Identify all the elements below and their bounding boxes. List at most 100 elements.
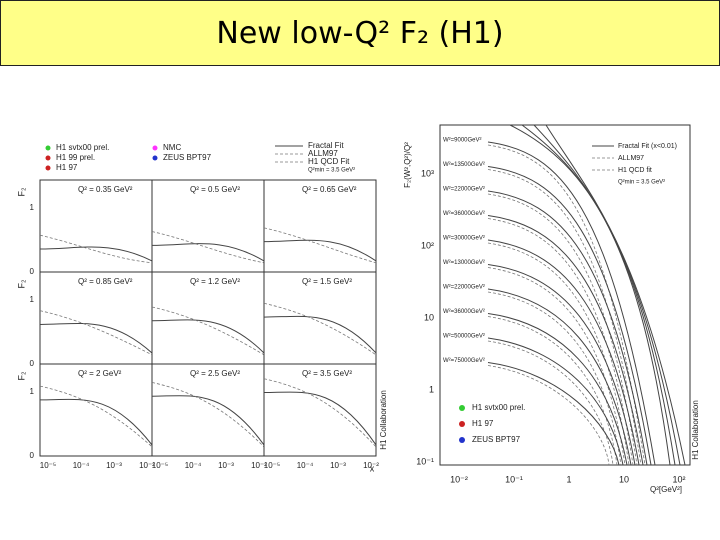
fit-curve (263, 315, 377, 354)
w-label: W²=50000GeV² (443, 334, 485, 340)
x-axis-label: x (370, 463, 375, 473)
y-tick-label: 0 (30, 267, 35, 276)
legend-label: Q²min = 3.5 GeV² (618, 180, 665, 186)
fit-curve (487, 166, 652, 466)
y-tick-label: 10³ (421, 168, 434, 178)
legend-marker (459, 405, 465, 411)
title-bar: New low-Q² F₂ (H1) (0, 0, 720, 66)
fit-curve (151, 382, 265, 448)
fit-curve (487, 288, 632, 466)
subplot-label: Q² = 2.5 GeV² (190, 369, 240, 378)
x-tick-label: 10⁻¹ (505, 474, 523, 484)
fit-curve (39, 310, 153, 356)
fit-curve (487, 144, 646, 466)
fit-curve (487, 242, 630, 466)
fit-curve (39, 322, 153, 354)
y-tick-label: 10⁻¹ (416, 456, 434, 466)
legend-marker (152, 155, 158, 161)
legend-marker (45, 155, 51, 161)
legend-label: ALLM97 (308, 149, 338, 158)
fit-curve (39, 234, 153, 264)
fit-curve (151, 243, 265, 262)
x-tick-label: 10² (672, 474, 685, 484)
x-tick-label: 10⁻³ (106, 461, 122, 470)
subplot-label: Q² = 1.2 GeV² (190, 277, 240, 286)
fit-curve (487, 264, 636, 466)
fit-curve (487, 337, 624, 466)
x-tick-label: 10⁻⁵ (40, 461, 56, 470)
x-tick-label: 1 (566, 474, 571, 484)
legend-label: Q²min = 3.5 GeV² (308, 168, 355, 174)
subplot-label: Q² = 2 GeV² (78, 369, 122, 378)
fit-curve (487, 239, 640, 466)
fit-curve (487, 267, 626, 466)
w-label: W²=22000GeV² (443, 187, 485, 193)
x-tick-label: 10⁻⁵ (264, 461, 280, 470)
fit-curve (487, 313, 628, 466)
x-tick-label: 10⁻³ (330, 461, 346, 470)
legend-label: ZEUS BPT97 (472, 435, 521, 444)
fit-curve (487, 169, 642, 466)
y-tick-label: 10² (421, 240, 434, 250)
fit-curve (39, 398, 153, 446)
fit-curve (263, 391, 377, 446)
y-axis-label: F₂ (16, 279, 26, 288)
legend-marker (459, 437, 465, 443)
fit-curve (487, 215, 644, 466)
y-axis-label: F₂ (16, 371, 26, 380)
subplot-frame (263, 363, 377, 457)
w-label: W²=30000GeV² (443, 236, 485, 242)
legend-label: H1 99 prel. (56, 153, 95, 162)
subplot-label: Q² = 0.85 GeV² (78, 277, 133, 286)
legend-marker (152, 145, 158, 151)
fit-curve (521, 124, 676, 466)
fit-curve (151, 231, 265, 264)
legend-label: ALLM97 (618, 155, 644, 162)
x-tick-label: 10 (619, 474, 629, 484)
fit-curve (487, 141, 656, 466)
legend-label: H1 svtx00 prel. (56, 143, 109, 152)
w-label: W²=22000GeV² (443, 285, 485, 291)
legend-marker (459, 421, 465, 427)
fit-curve (263, 302, 377, 356)
fit-curve (263, 239, 377, 262)
x-tick-label: 10⁻⁴ (297, 461, 314, 470)
fit-curve (487, 291, 622, 466)
y-tick-label: 10 (424, 312, 434, 322)
fit-curve (487, 193, 638, 466)
y-tick-label: 0 (30, 359, 35, 368)
legend-label: H1 97 (56, 163, 78, 172)
legend-label: ZEUS BPT97 (163, 153, 212, 162)
x-axis-label: Q²[GeV²] (650, 485, 682, 494)
fit-curve (263, 227, 377, 264)
y-tick-label: 0 (30, 451, 35, 460)
y-tick-label: 1 (30, 203, 35, 212)
x-tick-label: 10⁻² (139, 461, 155, 470)
y-tick-label: 1 (429, 384, 434, 394)
side-label: H1 Collaboration (691, 400, 700, 460)
side-label: H1 Collaboration (379, 390, 388, 450)
legend-marker (45, 145, 51, 151)
y-tick-label: 1 (30, 387, 35, 396)
legend-label: Fractal Fit (x<0.01) (618, 143, 677, 150)
subplot-label: Q² = 0.5 GeV² (190, 185, 240, 194)
y-tick-label: 1 (30, 295, 35, 304)
x-tick-label: 10⁻² (251, 461, 267, 470)
x-tick-label: 10⁻² (450, 474, 468, 484)
fit-curve (39, 385, 153, 448)
legend-label: H1 svtx00 prel. (472, 403, 525, 412)
fit-curve (487, 362, 620, 466)
legend-label: H1 QCD fit (618, 167, 652, 174)
legend-label: Fractal Fit (308, 141, 344, 150)
legend-label: H1 QCD Fit (308, 157, 350, 166)
legend-label: NMC (163, 143, 181, 152)
fit-curve (545, 124, 686, 466)
fit-curve (487, 340, 614, 466)
legend-label: H1 97 (472, 419, 494, 428)
w-label: W²=13000GeV² (443, 260, 485, 266)
slide-title: New low-Q² F₂ (H1) (216, 15, 504, 51)
fit-curve (487, 218, 634, 466)
fit-curve (533, 124, 681, 466)
subplot-label: Q² = 0.65 GeV² (302, 185, 357, 194)
